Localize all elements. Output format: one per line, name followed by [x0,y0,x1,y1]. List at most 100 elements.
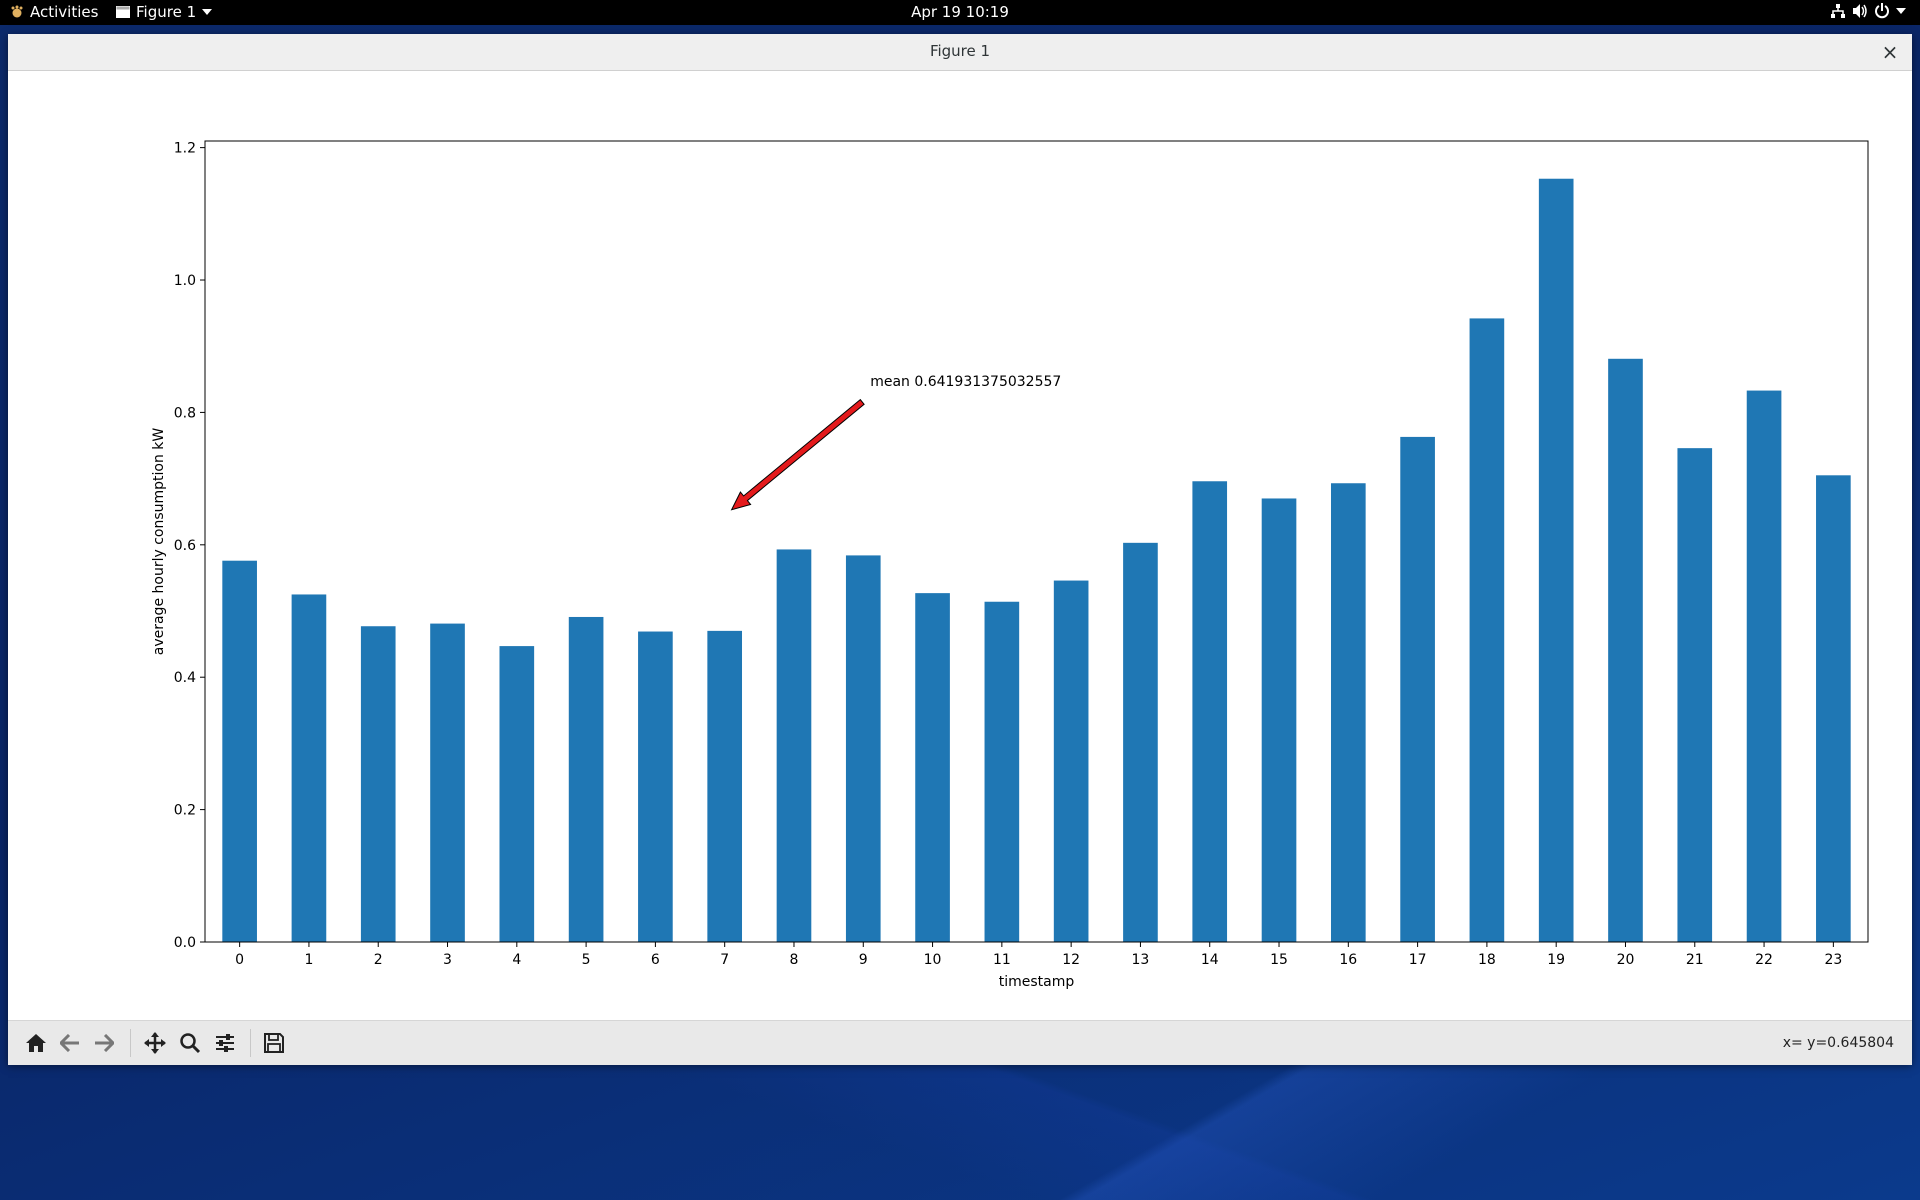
bar [430,623,465,942]
close-icon: × [1881,40,1899,64]
bar [499,646,535,942]
window-titlebar[interactable]: Figure 1 × [8,34,1912,71]
bar [360,626,396,942]
back-button[interactable] [56,1030,84,1056]
x-tick-label: 10 [924,952,942,968]
y-tick-label: 1.2 [174,141,196,157]
x-tick-label: 23 [1824,952,1842,968]
bar [1746,390,1782,943]
x-tick-label: 2 [374,952,383,968]
x-tick-label: 5 [582,952,591,968]
x-tick-label: 15 [1270,952,1288,968]
x-tick-label: 9 [859,952,868,968]
save-icon [264,1033,284,1053]
bar [915,593,950,942]
y-tick-label: 0.4 [174,670,196,686]
x-tick-label: 1 [304,952,313,968]
x-tick-label: 20 [1617,952,1635,968]
desktop-wallpaper [0,1065,1920,1200]
bar [568,616,604,942]
toolbar-separator [250,1029,251,1057]
clock[interactable]: Apr 19 10:19 [0,3,1920,21]
bar [845,555,881,942]
app-menu-label: Figure 1 [136,3,197,21]
close-button[interactable]: × [1878,40,1902,64]
back-icon [60,1034,79,1052]
clock-label: Apr 19 10:19 [911,3,1009,21]
x-tick-label: 6 [651,952,660,968]
x-tick-label: 0 [235,952,244,968]
chevron-down-icon [1896,8,1906,14]
bar [984,601,1020,942]
x-tick-label: 18 [1478,952,1496,968]
x-tick-label: 7 [720,952,729,968]
window-title: Figure 1 [929,42,991,60]
bar [1261,498,1297,942]
bar [1816,475,1851,942]
home-button[interactable] [22,1030,50,1056]
x-tick-label: 22 [1755,952,1773,968]
save-button[interactable] [260,1030,288,1056]
chevron-down-icon [202,9,213,15]
bar [222,560,257,942]
bar [776,549,812,942]
x-tick-label: 16 [1339,952,1357,968]
x-tick-label: 12 [1062,952,1080,968]
power-icon [1875,3,1889,19]
y-tick-label: 0.6 [174,538,196,554]
y-tick-label: 0.8 [174,405,196,421]
x-tick-label: 11 [993,952,1011,968]
gnome-foot-icon [11,5,23,18]
bar [291,594,327,942]
y-axis-label: average hourly consumption kW [151,428,167,656]
annotation-label: mean 0.641931375032557 [870,374,1061,390]
app-menu[interactable]: Figure 1 [116,3,213,21]
system-tray[interactable] [1830,3,1906,19]
network-icon [1831,4,1845,18]
home-icon [26,1034,46,1052]
activities-button[interactable]: Activities [10,3,98,21]
bar [1608,358,1643,942]
top-bar: Activities Figure 1 Apr 19 10:19 [0,0,1920,25]
x-tick-label: 19 [1547,952,1565,968]
zoom-button[interactable] [176,1030,204,1056]
forward-button[interactable] [90,1030,118,1056]
forward-icon [95,1034,114,1052]
bar [1330,483,1366,942]
navigation-toolbar: x= y=0.645804 [8,1020,1912,1065]
x-tick-label: 21 [1686,952,1704,968]
bar-chart: 0.00.20.40.60.81.01.20 1 2 3 4 5 6 7 8 9 10 11 12 13 1… [151,140,1869,990]
configure-icon [216,1034,234,1052]
x-tick-label: 8 [790,952,799,968]
figure-window: Figure 1 × 0.0 0.2 0.4 0.6 0.8 1.0 1.2 0 1 2 3 4 5 6 7… [8,34,1912,1065]
toolbar-separator [130,1029,131,1057]
configure-subplots-button[interactable] [211,1030,239,1056]
y-tick-label: 1.0 [174,273,196,289]
volume-icon [1853,4,1867,18]
bar [638,631,673,942]
y-tick-label: 0.2 [174,803,196,819]
bar [1469,318,1505,942]
pan-button[interactable] [141,1030,169,1056]
x-tick-label: 13 [1132,952,1150,968]
axes-frame [204,140,1869,943]
x-axis-label: timestamp [999,974,1075,990]
plot-canvas[interactable]: 0.0 0.2 0.4 0.6 0.8 1.0 1.2 0 1 2 3 4 5 6 7 8 9 10 11 12 13 1… [8,71,1912,1056]
cursor-coordinates: x= y=0.645804 [1782,1035,1894,1051]
zoom-icon [180,1033,201,1054]
bar [1538,178,1574,943]
pan-icon [144,1032,166,1054]
activities-label: Activities [30,3,99,21]
annotation-arrow [730,398,865,511]
bar [1053,580,1089,942]
y-tick-label: 0.0 [174,935,196,951]
x-tick-label: 14 [1201,952,1219,968]
x-tick-label: 4 [512,952,521,968]
bar [1400,436,1435,942]
bar [1123,542,1158,942]
bar [1192,481,1228,942]
window-icon [116,6,130,18]
x-tick-label: 17 [1409,952,1427,968]
x-tick-label: 3 [443,952,452,968]
bar [707,630,743,942]
